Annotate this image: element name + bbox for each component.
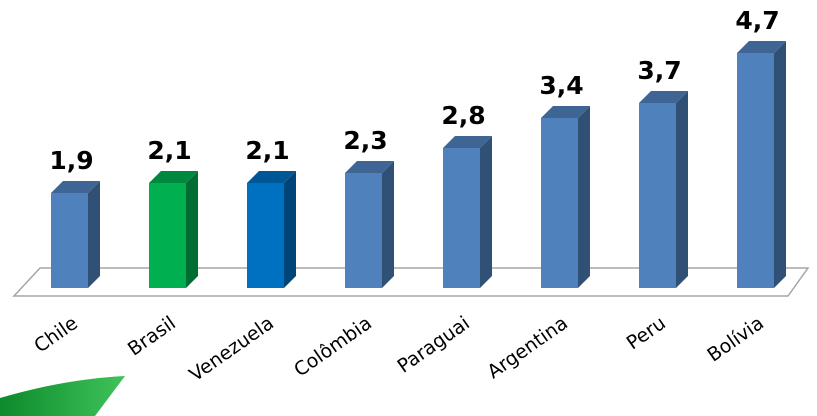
value-label-paraguai: 2,8 bbox=[441, 101, 485, 130]
bar-chile bbox=[51, 181, 100, 288]
category-labels: Chile Brasil Venezuela Colômbia Paraguai Arge… bbox=[30, 312, 768, 386]
value-label-venezuela: 2,1 bbox=[245, 136, 289, 165]
bar-venezuela bbox=[247, 171, 296, 288]
category-label-peru: Peru bbox=[623, 312, 670, 354]
bar-peru bbox=[639, 91, 688, 288]
bar-side-argentina bbox=[578, 106, 590, 288]
category-label-bolivia: Bolívia bbox=[703, 312, 768, 366]
bar-colombia bbox=[345, 161, 394, 288]
bar-top-argentina bbox=[541, 106, 590, 118]
bar-front-peru bbox=[639, 103, 676, 288]
bar-front-chile bbox=[51, 193, 88, 288]
bar-argentina bbox=[541, 106, 590, 288]
bar-side-peru bbox=[676, 91, 688, 288]
value-label-peru: 3,7 bbox=[637, 56, 681, 85]
category-label-venezuela: Venezuela bbox=[185, 312, 278, 386]
bar-front-venezuela bbox=[247, 183, 284, 288]
bar-front-brasil bbox=[149, 183, 186, 288]
category-label-paraguai: Paraguai bbox=[393, 312, 473, 377]
bar-top-venezuela bbox=[247, 171, 296, 183]
bar-side-bolivia bbox=[774, 41, 786, 288]
bar-top-paraguai bbox=[443, 136, 492, 148]
category-label-chile: Chile bbox=[30, 312, 82, 357]
bar-top-chile bbox=[51, 181, 100, 193]
bar-front-colombia bbox=[345, 173, 382, 288]
value-label-bolivia: 4,7 bbox=[735, 6, 779, 35]
chart-floor bbox=[12, 267, 810, 297]
bar-brasil bbox=[149, 171, 198, 288]
bar-side-colombia bbox=[382, 161, 394, 288]
value-label-brasil: 2,1 bbox=[147, 136, 191, 165]
category-label-argentina: Argentina bbox=[483, 312, 572, 383]
bar-front-argentina bbox=[541, 118, 578, 288]
bar-top-colombia bbox=[345, 161, 394, 173]
decorative-accent-swoosh bbox=[0, 376, 125, 416]
bar-top-bolivia bbox=[737, 41, 786, 53]
bar-bolivia bbox=[737, 41, 786, 288]
bar-paraguai bbox=[443, 136, 492, 288]
bar-front-bolivia bbox=[737, 53, 774, 288]
bar-side-paraguai bbox=[480, 136, 492, 288]
bar-side-chile bbox=[88, 181, 100, 288]
value-label-chile: 1,9 bbox=[49, 146, 93, 175]
bar-group: 1,9 2,1 2,1 2,3 2,8 3,4 3,7 4,7 bbox=[49, 6, 786, 288]
bar-side-venezuela bbox=[284, 171, 296, 288]
value-label-argentina: 3,4 bbox=[539, 71, 583, 100]
category-label-brasil: Brasil bbox=[124, 312, 180, 360]
category-label-colombia: Colômbia bbox=[290, 312, 376, 381]
bar-side-brasil bbox=[186, 171, 198, 288]
bar-top-brasil bbox=[149, 171, 198, 183]
value-label-colombia: 2,3 bbox=[343, 126, 387, 155]
bar-top-peru bbox=[639, 91, 688, 103]
bar-front-paraguai bbox=[443, 148, 480, 288]
